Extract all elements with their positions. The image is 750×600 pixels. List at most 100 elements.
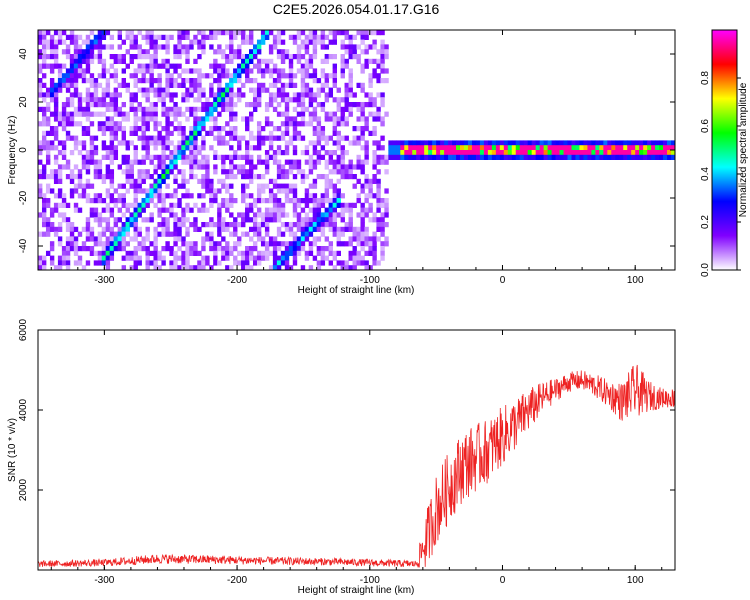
spectrogram-cell — [280, 30, 286, 36]
spectrogram-cell — [121, 68, 126, 74]
spectrogram-cell — [256, 159, 262, 165]
spectrogram-cell — [149, 34, 154, 40]
spectrogram-cell — [424, 145, 429, 151]
spectrogram-cell — [141, 154, 146, 160]
spectrogram-cell — [527, 145, 533, 151]
spectrogram-cell — [69, 116, 75, 122]
spectrogram-cell — [197, 250, 202, 256]
spectrogram-cell — [185, 265, 190, 271]
spectrogram-cell — [328, 116, 334, 122]
spectrogram-cell — [332, 207, 337, 213]
spectrogram-cell — [201, 207, 206, 213]
spectrogram-cell — [368, 202, 373, 208]
spectrogram-cell — [109, 193, 115, 199]
spectrogram-cell — [193, 87, 198, 93]
spectrogram-cell — [233, 116, 238, 122]
spectrogram-cell — [264, 222, 270, 228]
spectrogram-cell — [304, 150, 310, 156]
spectrogram-cell — [260, 198, 266, 204]
spectrogram-cell — [181, 178, 186, 184]
spectrogram-cell — [137, 255, 142, 261]
spectrogram-cell — [133, 193, 138, 199]
spectrogram-cell — [312, 226, 318, 232]
spectrogram-cell — [177, 121, 182, 127]
spectrogram-cell — [65, 54, 71, 60]
spectrogram-cell — [81, 226, 87, 232]
spectrogram-cell — [165, 231, 170, 237]
spectrogram-cell — [81, 58, 87, 64]
spectrogram-cell — [121, 169, 126, 175]
spectrogram-cell — [543, 140, 548, 146]
spectrogram-cell — [404, 150, 409, 156]
spectrogram-cell — [272, 78, 278, 84]
spectrogram-cell — [276, 198, 282, 204]
spectrogram-cell — [149, 111, 154, 117]
spectrogram-cell — [392, 140, 397, 146]
spectrogram-cell — [352, 265, 357, 271]
spectrogram-cell — [241, 82, 246, 88]
spectrogram-cell — [233, 217, 238, 223]
spectrogram-cell — [380, 68, 385, 74]
spectrogram-cell — [129, 212, 134, 218]
spectrogram-cell — [109, 241, 115, 247]
spectrogram-cell — [384, 236, 389, 242]
spectrogram-cell — [368, 265, 373, 271]
spectrogram-cell — [268, 121, 274, 127]
spectrogram-cell — [252, 174, 258, 180]
spectrogram-cell — [41, 34, 47, 40]
spectrogram-cell — [185, 49, 190, 55]
spectrogram-cell — [153, 54, 158, 60]
spectrogram-cell — [45, 44, 51, 50]
spectrogram-cell — [372, 236, 377, 242]
spectrogram-cell — [300, 241, 306, 247]
spectrogram-cell — [328, 222, 334, 228]
spectrogram-cell — [225, 82, 230, 88]
spectrogram-cell — [245, 121, 250, 127]
spectrogram-cell — [348, 159, 353, 165]
spectrogram-cell — [193, 82, 198, 88]
spectrogram-cell — [440, 154, 445, 160]
spectrogram-cell — [264, 121, 270, 127]
spectrogram-cell — [129, 44, 134, 50]
spectrogram-cell — [181, 222, 186, 228]
spectrogram-cell — [356, 126, 361, 132]
spectrogram-cell — [49, 222, 55, 228]
spectrogram-cell — [268, 198, 274, 204]
spectrogram-cell — [185, 116, 190, 122]
spectrogram-cell — [161, 178, 166, 184]
spectrogram-cell — [101, 246, 107, 252]
spectrogram-cell — [376, 145, 381, 151]
spectrogram-cell — [97, 236, 103, 242]
spectrogram-cell — [452, 154, 457, 160]
spectrogram-cell — [368, 97, 373, 103]
spectrogram-cell — [256, 231, 262, 237]
spectrogram-cell — [61, 49, 67, 55]
spectrogram-cell — [177, 169, 182, 175]
spectrogram-cell — [65, 236, 71, 242]
spectrogram-cell — [121, 222, 126, 228]
spectrogram-cell — [185, 92, 190, 98]
spectrogram-cell — [41, 212, 47, 218]
spectrogram-cell — [479, 145, 485, 151]
spectrogram-cell — [372, 250, 377, 256]
spectrogram-cell — [252, 49, 258, 55]
spectrogram-cell — [372, 260, 377, 266]
spectrogram-cell — [280, 121, 286, 127]
spectrogram-cell — [125, 231, 130, 237]
spectrogram-cell — [141, 121, 146, 127]
spectrogram-cell — [193, 111, 198, 117]
spectrogram-cell — [364, 178, 369, 184]
spectrogram-cell — [209, 231, 214, 237]
spectrogram-cell — [73, 49, 79, 55]
spectrogram-cell — [300, 226, 306, 232]
spectrogram-cell — [539, 150, 545, 156]
spectrogram-cell — [368, 102, 373, 108]
spectrogram-cell — [360, 135, 365, 141]
spectrogram-cell — [173, 116, 178, 122]
spectrogram-cell — [189, 111, 194, 117]
spectrogram-cell — [312, 39, 318, 45]
spectrogram-cell — [229, 202, 234, 208]
snr-ytick-label: 4000 — [18, 398, 29, 421]
spectrogram-ytick-label: -20 — [18, 190, 29, 205]
spectrogram-cell — [284, 121, 290, 127]
